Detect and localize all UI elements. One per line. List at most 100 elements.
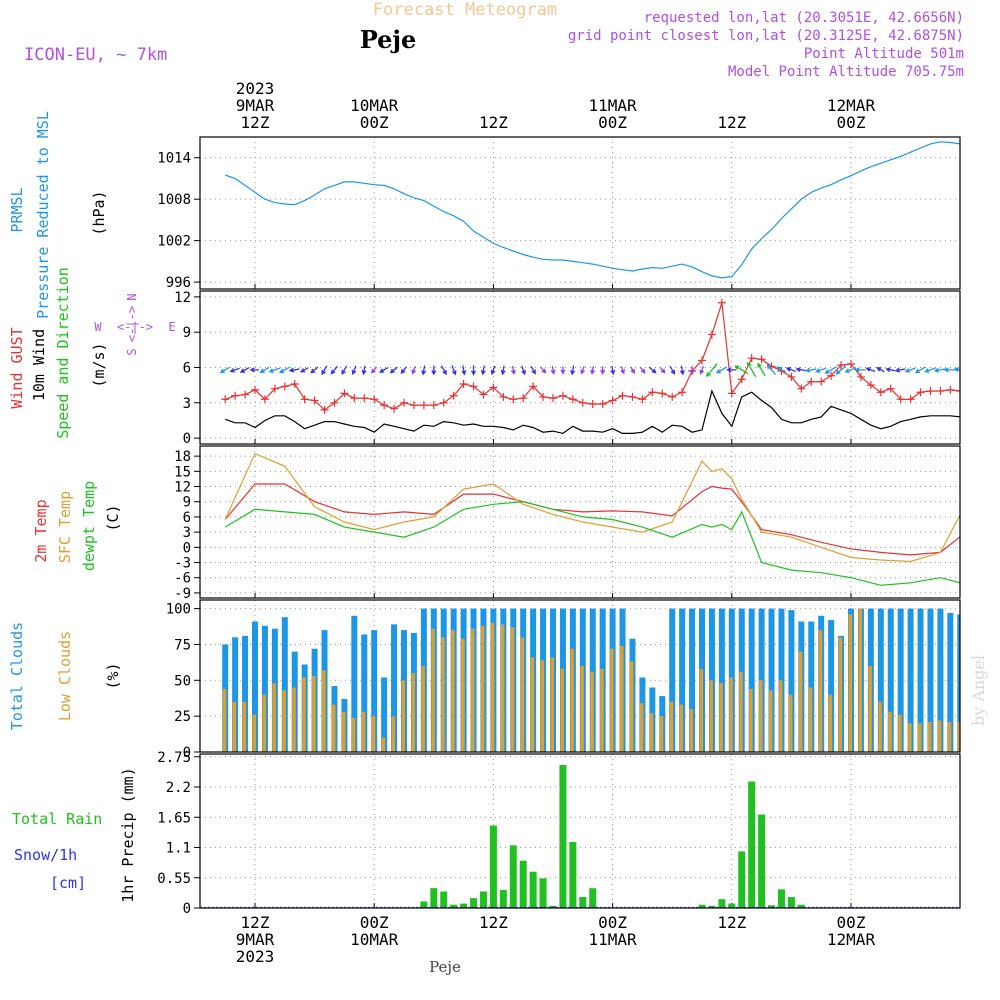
cloud-bar (351, 717, 356, 752)
compass-n: N (125, 293, 139, 300)
cloud-bar (242, 701, 247, 752)
rain-bar (559, 765, 567, 908)
y-tick-label: 18 (174, 449, 191, 465)
gust-point (409, 401, 418, 410)
plot-area-pressure (225, 141, 960, 279)
cloud-bar (500, 624, 505, 752)
cloud-bar (510, 627, 515, 752)
gust-point (340, 389, 349, 398)
wind-arrow (757, 362, 766, 377)
rain-bar (529, 871, 537, 908)
rain-bar (470, 898, 478, 908)
plot-area-precip (200, 765, 960, 908)
cloud-bar (610, 648, 614, 752)
cloud-bar (490, 622, 495, 752)
gust-point (827, 371, 836, 380)
cloud-bar (759, 680, 763, 752)
wind-arrow (490, 365, 496, 376)
y-tick-label: 12 (174, 290, 191, 306)
gust-point (429, 401, 438, 410)
rain-bar (420, 901, 428, 908)
wind-arrow (310, 366, 319, 374)
y-tick-label: 3 (183, 396, 191, 412)
gust-point (221, 395, 230, 404)
cloud-bar (302, 677, 306, 752)
side-label: SFC Temp (56, 491, 74, 563)
side-label: 1hr Precip (mm) (119, 767, 137, 902)
compass-we-arrows: <-|-> (117, 320, 153, 334)
gust-point (459, 379, 468, 388)
y-tick-label: 9 (183, 495, 191, 511)
cloud-bar (222, 688, 227, 752)
gust-point (439, 398, 448, 407)
gust-point (588, 399, 597, 408)
cloud-bar (669, 701, 674, 752)
wind-arrow (844, 367, 857, 374)
cloud-bar (550, 657, 554, 752)
cloud-bar (957, 721, 960, 752)
gust-point (479, 390, 488, 399)
chart-title: Forecast Meteogram (373, 0, 557, 20)
rain-bar (728, 903, 736, 908)
gust-point (400, 398, 408, 407)
cloud-bar (262, 694, 266, 752)
gust-point (886, 384, 895, 393)
cloud-bar (897, 608, 904, 752)
wind-arrow (805, 367, 817, 373)
gust-point (241, 390, 250, 399)
cloud-bar (689, 608, 696, 752)
cloud-bar (808, 687, 813, 752)
wind-arrow (341, 365, 348, 375)
panels: 996100210081014036912-9-6-30369121518025… (157, 136, 974, 917)
wind-arrow (766, 364, 777, 376)
wind-arrow (239, 366, 250, 373)
cloud-bar (580, 665, 584, 752)
cloud-bar (391, 624, 398, 752)
cloud-bar (968, 741, 972, 752)
cloud-bar (281, 617, 288, 752)
gust-point (578, 398, 587, 407)
rain-bar (718, 899, 726, 908)
top-time-label: 12Z (479, 113, 508, 132)
wind-arrow (351, 365, 357, 376)
cloud-bar (480, 625, 485, 752)
wind-arrow (560, 366, 566, 375)
cloud-bar (570, 648, 574, 752)
gust-point (916, 388, 925, 397)
rain-bar (430, 888, 438, 908)
gust-point (757, 355, 766, 364)
panel-wind: 0 3 6 9 12 (174, 290, 974, 447)
wind-arrow (705, 363, 718, 378)
cloud-bar (808, 621, 815, 752)
rain-bar (489, 825, 497, 908)
cloud-bar (282, 690, 286, 752)
wind-arrow (288, 367, 300, 373)
cloud-bar (927, 721, 932, 752)
footer-location: Peje (429, 958, 461, 976)
wind-arrow (389, 366, 398, 374)
bottom-time-label: 00Z (360, 913, 389, 932)
gust-point (966, 386, 974, 394)
gust-point (549, 394, 557, 403)
cloud-bar (401, 680, 405, 752)
bottom-time-label: 9MAR (236, 930, 275, 949)
cloud-bar (818, 630, 823, 752)
gust-point (350, 394, 359, 403)
wind-arrow (785, 367, 796, 373)
gust-point (866, 381, 875, 390)
cloud-bar (361, 711, 366, 752)
gust-point (876, 388, 885, 397)
panel-precip: 0 0.55 1.1 1.65 2.2 2.75 (157, 750, 961, 917)
cloud-bar (729, 677, 733, 752)
wind-arrow (953, 367, 960, 372)
cloud-bar (868, 665, 872, 752)
y-tick-label: 1.1 (166, 841, 191, 857)
wind-arrow (229, 367, 240, 373)
side-label: (hPa) (90, 190, 108, 235)
cloud-bar (828, 694, 833, 752)
y-tick-label: 12 (174, 480, 191, 496)
gust-point (837, 361, 846, 370)
cloud-bar (371, 630, 378, 752)
bottom-time-label: 12Z (479, 913, 508, 932)
